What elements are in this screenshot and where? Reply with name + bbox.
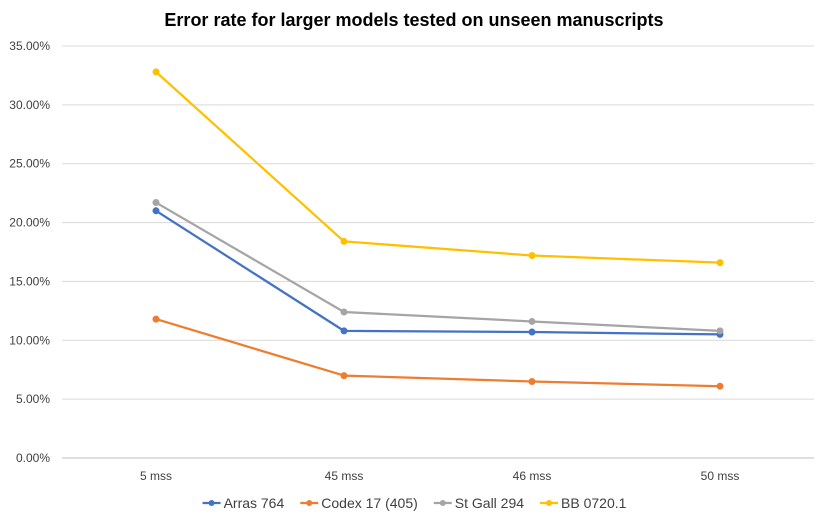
y-tick-label: 30.00% (9, 98, 50, 112)
series-1 (152, 207, 724, 338)
series-line (154, 70, 722, 264)
legend-label: BB 0720.1 (561, 495, 627, 511)
legend-item: Codex 17 (405) (300, 495, 418, 511)
legend-swatch-marker (546, 500, 553, 506)
gridlines (62, 45, 814, 400)
legend-swatch-marker (208, 500, 215, 506)
series-4 (152, 68, 724, 267)
data-point (340, 372, 348, 380)
data-point (716, 382, 724, 390)
y-tick-label: 0.00% (16, 451, 50, 465)
legend-swatch-marker (439, 500, 446, 506)
series-lines (152, 68, 724, 390)
data-point (716, 259, 724, 267)
data-point (340, 308, 348, 316)
x-tick-label: 45 mss (325, 469, 364, 483)
series-2 (152, 315, 724, 390)
data-point (340, 237, 348, 245)
data-point (528, 317, 536, 325)
y-tick-label: 20.00% (9, 216, 50, 230)
data-point (528, 377, 536, 385)
legend-label: St Gall 294 (455, 495, 524, 511)
data-point (152, 68, 160, 76)
data-point (152, 199, 160, 207)
data-point (528, 252, 536, 260)
axes: 0.00% 5.00% 10.00% 15.00% 20.00% 25.00% 30.00%… (9, 39, 814, 483)
data-point (528, 328, 536, 336)
legend-swatch-marker (306, 500, 313, 506)
series-3 (152, 199, 724, 335)
data-point (152, 315, 160, 323)
series-line (154, 209, 722, 336)
legend-label: Arras 764 (224, 495, 285, 511)
y-tick-label: 35.00% (9, 39, 50, 53)
y-tick-label: 10.00% (9, 333, 50, 347)
data-point (716, 327, 724, 335)
y-tick-label: 25.00% (9, 157, 50, 171)
x-tick-label: 5 mss (140, 469, 172, 483)
chart-title: Error rate for larger models tested on u… (164, 10, 663, 30)
y-tick-label: 5.00% (16, 392, 50, 406)
x-tick-label: 50 mss (701, 469, 740, 483)
legend-item: BB 0720.1 (540, 495, 627, 511)
legend-item: Arras 764 (202, 495, 285, 511)
legend-label: Codex 17 (405) (321, 495, 418, 511)
data-point (152, 207, 160, 215)
legend-item: St Gall 294 (433, 495, 524, 511)
series-line (154, 201, 722, 332)
y-tick-label: 15.00% (9, 274, 50, 288)
series-line (154, 317, 722, 388)
x-tick-label: 46 mss (513, 469, 552, 483)
legend: Arras 764 Codex 17 (405) St Gall 294 BB 072… (202, 495, 627, 511)
data-point (340, 327, 348, 335)
